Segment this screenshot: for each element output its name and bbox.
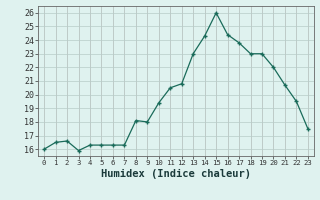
X-axis label: Humidex (Indice chaleur): Humidex (Indice chaleur) xyxy=(101,169,251,179)
